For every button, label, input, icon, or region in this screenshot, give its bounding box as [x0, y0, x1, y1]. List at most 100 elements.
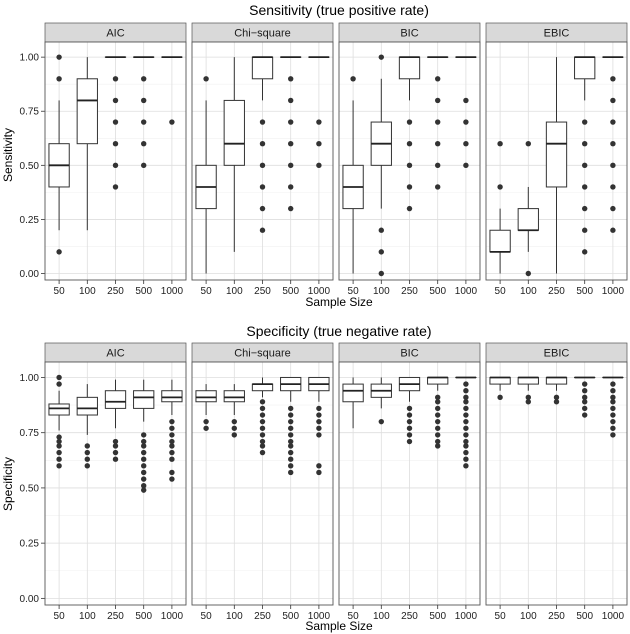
specificity-facet-1: Chi−square 50 100 250 500 1000	[191, 342, 334, 622]
outlier-point	[141, 483, 147, 489]
specificity-y-tick-label: 0.75	[20, 428, 40, 439]
outlier-point	[610, 394, 616, 401]
outlier-point	[56, 443, 62, 449]
outlier-point	[169, 469, 175, 476]
sensitivity-y-axis-title: Sensitivity	[1, 128, 15, 182]
outlier-point	[497, 140, 503, 147]
outlier-point	[610, 97, 616, 104]
specificity-facet-label: Chi−square	[234, 348, 291, 360]
specificity-box-1000	[455, 376, 477, 469]
outlier-point	[259, 119, 266, 125]
outlier-point	[288, 418, 294, 425]
outlier-point	[316, 425, 322, 431]
sensitivity-y-tick-label: 0.50	[20, 161, 40, 172]
sensitivity-x-tick-label: 500	[429, 286, 446, 297]
sensitivity-x-tick-label: 50	[54, 286, 66, 297]
specificity-box-250	[104, 379, 127, 462]
box-body	[489, 229, 511, 253]
specificity-facet-3: EBIC 50 100 250 500 1000	[485, 342, 628, 622]
sensitivity-facet-1: Chi−square 50 100 250 500 1000	[191, 22, 334, 297]
outlier-point	[259, 449, 266, 456]
sensitivity-box-250	[104, 56, 127, 190]
outlier-point	[525, 140, 531, 147]
outlier-point	[406, 418, 413, 425]
outlier-point	[169, 456, 175, 462]
outlier-point	[141, 476, 147, 482]
outlier-point	[259, 140, 266, 147]
outlier-point	[112, 184, 119, 190]
specificity-box-100	[76, 384, 98, 469]
outlier-point	[169, 119, 175, 125]
outlier-point	[610, 76, 616, 82]
sensitivity-facet-label: AIC	[106, 28, 124, 40]
sensitivity-x-axis-title: Sample Size	[305, 295, 373, 309]
outlier-point	[56, 463, 62, 469]
outlier-point	[259, 405, 266, 412]
outlier-point	[406, 184, 413, 190]
outlier-point	[610, 381, 616, 387]
outlier-point	[406, 119, 413, 125]
outlier-point	[435, 394, 441, 401]
specificity-box-100	[370, 377, 392, 425]
specificity-x-tick-label: 1000	[455, 611, 478, 622]
outlier-point	[463, 388, 469, 394]
outlier-point	[288, 405, 294, 412]
outlier-point	[288, 119, 294, 125]
outlier-point	[56, 374, 62, 381]
box-body	[398, 56, 421, 80]
outlier-point	[203, 425, 209, 431]
outlier-point	[610, 425, 616, 431]
outlier-point	[316, 405, 322, 412]
outlier-point	[497, 184, 503, 190]
specificity-x-axis-title: Sample Size	[305, 619, 373, 633]
outlier-point	[141, 469, 147, 476]
specificity-box-50	[195, 384, 217, 431]
outlier-point	[463, 162, 469, 169]
outlier-point	[141, 119, 147, 125]
outlier-point	[84, 443, 91, 449]
outlier-point	[259, 227, 266, 233]
outlier-point	[316, 418, 322, 425]
specificity-x-tick-label: 50	[54, 611, 66, 622]
specificity-x-tick-label: 250	[548, 611, 565, 622]
outlier-point	[112, 76, 119, 82]
box-body	[574, 56, 596, 80]
specificity-box-500	[280, 376, 302, 476]
outlier-point	[610, 418, 616, 425]
outlier-point	[288, 438, 294, 445]
sensitivity-box-100	[370, 54, 392, 277]
outlier-point	[84, 449, 91, 456]
outlier-point	[203, 76, 209, 82]
outlier-point	[435, 425, 441, 431]
outlier-point	[316, 432, 322, 438]
outlier-point	[610, 227, 616, 233]
specificity-y-axis-title: Specificity	[1, 457, 15, 511]
outlier-point	[463, 418, 469, 425]
outlier-point	[610, 184, 616, 190]
specificity-y-tick-label: 0.25	[20, 539, 40, 550]
outlier-point	[582, 412, 588, 418]
outlier-point	[553, 394, 560, 401]
outlier-point	[463, 449, 469, 456]
outlier-point	[582, 249, 588, 255]
sensitivity-box-500	[280, 56, 302, 212]
outlier-point	[463, 432, 469, 438]
sensitivity-x-tick-label: 250	[107, 286, 124, 297]
sensitivity-x-tick-label: 250	[548, 286, 565, 297]
outlier-point	[435, 399, 441, 405]
outlier-point	[141, 140, 147, 147]
outlier-point	[582, 399, 588, 405]
sensitivity-y-tick-label: 1.00	[20, 53, 40, 64]
outlier-point	[435, 119, 441, 125]
sensitivity-box-50	[48, 54, 70, 255]
outlier-point	[112, 438, 119, 445]
outlier-point	[231, 418, 237, 425]
outlier-point	[169, 438, 175, 445]
sensitivity-facet-3: EBIC 50 100 250 500 1000	[485, 22, 628, 297]
box-body	[251, 56, 274, 80]
outlier-point	[259, 399, 266, 405]
outlier-point	[525, 270, 531, 277]
specificity-box-500	[574, 376, 596, 418]
sensitivity-box-250	[398, 56, 421, 212]
